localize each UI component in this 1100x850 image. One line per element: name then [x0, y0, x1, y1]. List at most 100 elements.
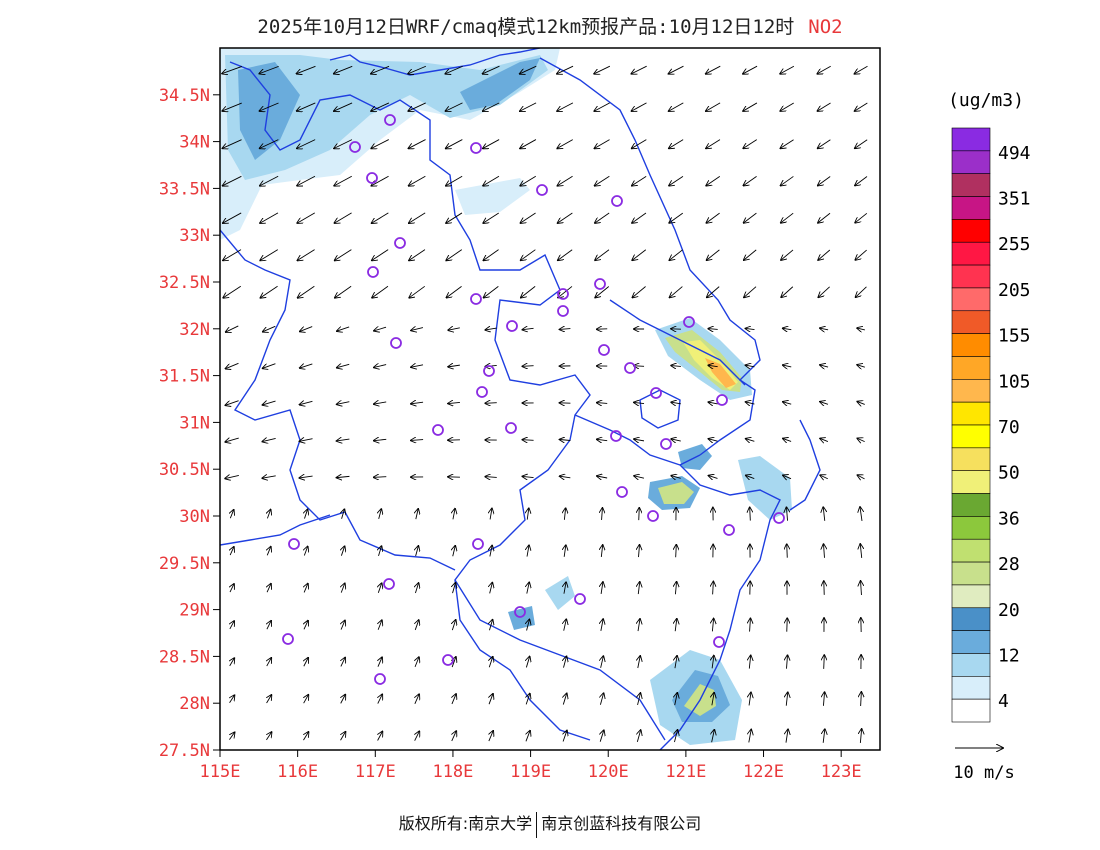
wind-arrow [824, 544, 825, 558]
wind-arrow [670, 286, 683, 298]
lat-label: 34.5N [159, 86, 210, 106]
wind-arrow [521, 249, 536, 261]
wind-arrow [743, 139, 758, 149]
legend-label: 255 [998, 234, 1031, 255]
wind-arrow [483, 65, 500, 74]
wind-arrow [631, 65, 647, 74]
wind-arrow [222, 65, 243, 73]
wind-arrow [558, 286, 573, 297]
wind-arrow [749, 730, 751, 743]
wind-arrow [783, 328, 792, 329]
wind-arrow [563, 731, 567, 742]
wind-arrow [820, 475, 828, 479]
wind-arrow [337, 476, 350, 477]
wind-arrow [263, 363, 276, 369]
wind-arrow [225, 438, 239, 442]
wind-arrow [706, 65, 721, 74]
wind-arrow [708, 439, 718, 441]
legend-color-box [951, 287, 991, 312]
wind-arrow [669, 249, 683, 260]
city-marker [472, 538, 484, 550]
wind-arrow [300, 326, 313, 332]
wind-arrow [669, 175, 684, 185]
boundary-zhejiang-inner [574, 414, 681, 466]
wind-arrow [595, 249, 610, 261]
wind-arrow [634, 439, 645, 441]
wind-arrow [675, 619, 677, 632]
wind-arrow [409, 212, 426, 223]
wind-arrow [372, 249, 389, 261]
wind-arrow [378, 657, 382, 667]
wind-arrow [297, 102, 316, 111]
wind-arrow [260, 212, 279, 223]
wind-arrow [489, 731, 493, 742]
wind-arrow [267, 621, 271, 630]
wind-arrow [297, 212, 316, 223]
wind-arrow [415, 731, 420, 741]
wind-arrow [823, 692, 824, 706]
wind-arrow [337, 439, 350, 441]
wind-arrow [780, 139, 794, 149]
wind-arrow [485, 403, 497, 404]
wind-arrow [855, 212, 868, 222]
wind-arrow [378, 583, 381, 593]
wind-arrow [557, 175, 573, 185]
legend-color-box [951, 150, 991, 174]
wind-arrow [783, 439, 792, 442]
wind-arrow [408, 139, 426, 149]
wind-arrow [707, 286, 720, 298]
lon-label: 116E [277, 762, 318, 782]
wind-arrow [446, 139, 463, 149]
wind-arrow [409, 175, 426, 186]
wind-arrow [230, 621, 234, 630]
boundary-jiangsu-coast [539, 57, 761, 456]
city-marker [483, 365, 495, 377]
wind-arrow [489, 657, 492, 668]
wind-arrow [781, 176, 794, 185]
wind-arrow [560, 439, 571, 440]
city-marker [713, 636, 725, 648]
wind-arrow [452, 731, 456, 742]
wind-arrow [411, 402, 424, 404]
wind-arrow [453, 583, 456, 594]
wind-arrow [341, 583, 345, 593]
wind-arrow [820, 365, 829, 367]
wind-arrow [602, 508, 603, 520]
legend-label: 20 [998, 600, 1020, 621]
wind-arrow [448, 328, 460, 330]
legend-color-box [951, 698, 991, 723]
wind-arrow [712, 693, 714, 706]
title-text: 2025年10月12日WRF/cmaq模式12km预报产品:10月12日12时 [257, 16, 795, 38]
no2-shading-north-band [455, 178, 530, 215]
page-title: 2025年10月12日WRF/cmaq模式12km预报产品:10月12日12时 N… [0, 12, 1100, 39]
lon-label: 119E [510, 762, 551, 782]
wind-arrow [594, 102, 610, 111]
lat-label: 30.5N [159, 460, 210, 480]
wind-arrow [674, 730, 677, 743]
legend-label: 12 [998, 645, 1020, 666]
wind-arrow [408, 102, 426, 111]
no2-shading-hangzhou-core [658, 482, 694, 504]
wind-arrow [600, 730, 604, 742]
wind-arrow [520, 65, 537, 74]
legend-label: 70 [998, 417, 1020, 438]
wind-arrow [818, 139, 831, 149]
legend-color-box [951, 196, 991, 220]
wind-arrow [526, 694, 530, 705]
copyright-left: 版权所有:南京大学 [398, 814, 533, 833]
wind-arrow [263, 325, 276, 331]
wind-arrow [780, 102, 794, 111]
wind-arrow [334, 102, 353, 111]
wind-arrow [483, 212, 500, 223]
wind-arrow [557, 102, 574, 111]
wind-arrow [634, 476, 645, 478]
lat-label: 29.5N [159, 554, 210, 574]
wind-arrow [337, 327, 350, 331]
lat-label: 28.5N [159, 647, 210, 667]
wind-arrow [675, 656, 677, 669]
wind-arrow [267, 547, 271, 556]
wind-arrow [225, 475, 239, 478]
wind-arrow [746, 439, 755, 442]
wind-arrow [452, 620, 455, 631]
